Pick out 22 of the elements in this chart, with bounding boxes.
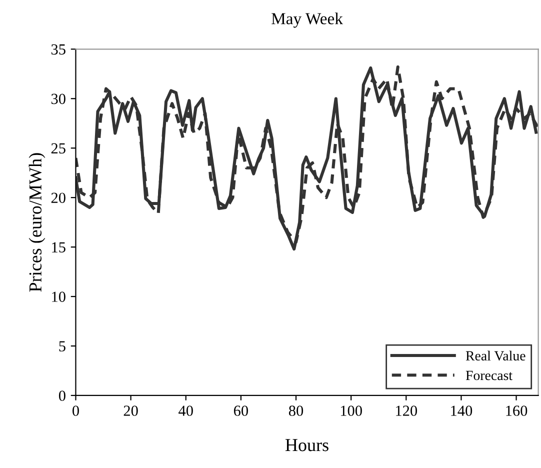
x-tick-label: 80 xyxy=(288,406,304,416)
x-tick-label: 20 xyxy=(124,406,138,416)
x-tick-label: 100 xyxy=(340,406,362,416)
y-axis-title: Prices (euro/MWh) xyxy=(28,153,46,292)
y-tick-label: 30 xyxy=(51,94,66,104)
chart-title: May Week xyxy=(272,12,343,28)
x-tick-label: 120 xyxy=(396,406,418,416)
y-tick-label: 20 xyxy=(51,192,66,204)
x-tick-label: 140 xyxy=(451,406,472,416)
legend-label: Forecast xyxy=(466,370,512,380)
x-tick-label: 0 xyxy=(72,406,79,416)
x-tick-label: 160 xyxy=(506,406,528,416)
x-tick-label: 60 xyxy=(234,406,248,416)
y-tick-label: 35 xyxy=(51,44,66,55)
x-tick-label: 40 xyxy=(178,406,193,416)
y-tick-label: 15 xyxy=(52,242,66,252)
legend-label: Real Value xyxy=(466,350,526,361)
y-tick-label: 5 xyxy=(59,341,66,352)
x-axis-title: Hours xyxy=(285,439,328,452)
y-tick-label: 0 xyxy=(58,390,66,401)
y-tick-label: 25 xyxy=(51,143,66,154)
y-tick-label: 10 xyxy=(52,292,66,302)
